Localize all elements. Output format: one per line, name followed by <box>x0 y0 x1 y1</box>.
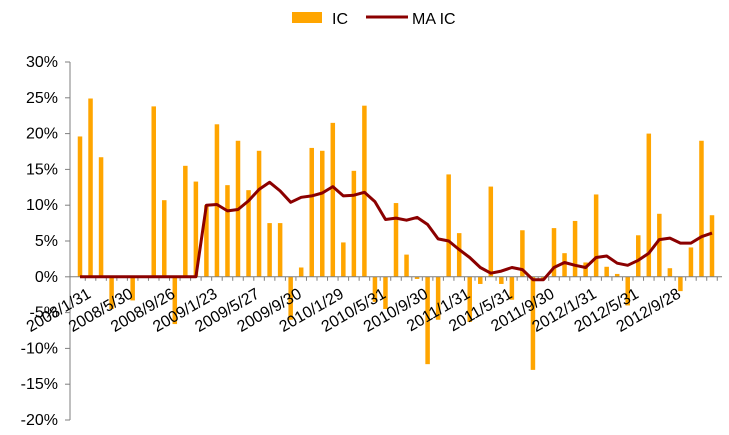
ic-bar <box>467 276 472 322</box>
ic-bar <box>320 150 325 277</box>
legend-ic-label: IC <box>332 11 348 28</box>
ic-bar <box>109 276 114 310</box>
ic-bar <box>372 276 378 302</box>
y-tick-label: -10% <box>21 340 58 357</box>
ic-bars <box>77 98 715 370</box>
x-tick-labels: 2008/1/312008/5/302008/9/262009/1/232009… <box>24 285 684 335</box>
ic-bar <box>478 276 483 284</box>
ic-bar <box>298 267 304 277</box>
ic-bar <box>499 276 504 284</box>
ic-bar <box>98 157 104 277</box>
ic-bar <box>309 147 314 277</box>
ic-bar <box>509 276 515 300</box>
ic-bar <box>404 254 409 277</box>
ic-bar <box>699 140 704 277</box>
ic-bar <box>88 98 93 277</box>
ic-bar <box>172 276 178 325</box>
y-tick-label: 25% <box>26 90 58 107</box>
ic-bar <box>678 276 683 292</box>
y-tick-label: 10% <box>26 197 58 214</box>
ic-bar <box>193 181 199 277</box>
ic-bar <box>383 276 388 310</box>
y-tick-label: 15% <box>26 161 58 178</box>
y-tick-label: 20% <box>26 126 58 143</box>
ic-bar <box>277 223 283 277</box>
ic-bar <box>246 190 251 277</box>
ic-bar <box>162 200 167 277</box>
ic-bar <box>530 276 536 370</box>
ic-bar <box>520 230 525 277</box>
ic-bar <box>267 223 272 277</box>
ic-bar <box>456 233 462 277</box>
legend-ma-ic-label: MA IC <box>412 11 456 28</box>
legend: IC MA IC <box>292 11 456 28</box>
ic-bar <box>204 205 209 277</box>
y-tick-label: -20% <box>21 412 58 429</box>
legend-ic-swatch <box>292 12 322 23</box>
ic-bar <box>688 247 694 277</box>
ic-bar <box>614 273 620 277</box>
ic-bar <box>657 213 662 277</box>
ic-bar <box>77 136 83 277</box>
ic-bar <box>709 215 715 277</box>
ic-bar <box>183 165 188 277</box>
ic-bar <box>636 235 641 277</box>
ic-bar <box>583 262 588 277</box>
ic-bar <box>593 194 599 277</box>
ic-bar <box>225 185 230 277</box>
ic-bar <box>562 253 567 277</box>
y-tick-label: 5% <box>35 233 58 250</box>
ic-bar <box>604 266 609 277</box>
ic-bar <box>330 122 336 277</box>
ma-ic-polyline <box>80 180 713 282</box>
ic-bar <box>446 174 451 277</box>
y-tick-label: -5% <box>30 305 58 322</box>
ic-bar <box>646 133 652 277</box>
ic-bar <box>151 106 156 277</box>
ic-bar <box>393 203 399 277</box>
y-tick-label: 0% <box>35 269 58 286</box>
ic-bar <box>351 170 357 277</box>
ic-bar <box>214 124 220 277</box>
ic-bar <box>288 276 293 320</box>
ic-bar <box>435 276 441 320</box>
ic-bar <box>414 276 420 279</box>
ic-bar <box>341 242 346 277</box>
ic-bar <box>130 276 135 301</box>
ic-bar <box>425 276 430 365</box>
ic-bar <box>256 150 262 277</box>
y-axis: 30% 25% 20% 15% 10% 5% 0% -5% -10% -15% -20% <box>21 54 71 429</box>
ma-ic-line <box>80 180 713 282</box>
ic-bar <box>551 228 557 277</box>
ic-bar <box>488 186 494 277</box>
ic-bar <box>625 276 630 306</box>
ic-bar <box>572 220 578 277</box>
y-tick-label: -15% <box>21 376 58 393</box>
y-tick-label: 30% <box>26 54 58 71</box>
ic-bar <box>667 268 673 277</box>
